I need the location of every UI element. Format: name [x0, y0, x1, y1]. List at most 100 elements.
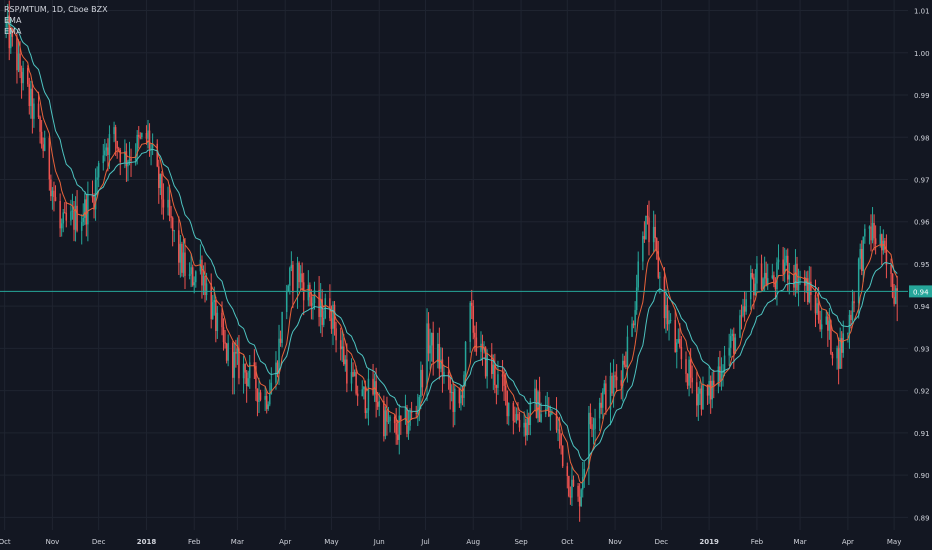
candle-up	[179, 243, 182, 263]
x-tick-label: Dec	[92, 538, 106, 546]
candle-up	[894, 288, 897, 304]
candle-down	[137, 134, 140, 137]
candle-down	[491, 354, 493, 374]
candle-down	[881, 234, 883, 251]
candle-down	[310, 297, 313, 306]
candle-up	[557, 429, 559, 431]
candle-down	[620, 380, 623, 386]
candle-down	[156, 143, 158, 167]
candle-down	[76, 205, 78, 231]
candle-down	[114, 127, 117, 141]
candle-down	[560, 433, 562, 446]
candle-up	[486, 354, 488, 377]
candle-down	[518, 419, 521, 428]
candle-up	[353, 372, 356, 377]
x-tick-label: Oct	[0, 538, 11, 546]
candle-down	[170, 215, 172, 218]
candle-down	[330, 318, 333, 329]
candle-down	[31, 88, 34, 119]
candle-down	[130, 158, 132, 161]
candle-up	[598, 402, 601, 419]
candle-down	[438, 343, 441, 369]
candle-down	[569, 496, 572, 498]
ema-indicator-label[interactable]: EMA	[4, 27, 22, 36]
candle-down	[415, 412, 417, 414]
candle-down	[589, 412, 592, 425]
candle-up	[668, 320, 670, 325]
candle-up	[669, 320, 672, 322]
candle-up	[868, 226, 871, 229]
candle-up	[84, 199, 86, 218]
candle-down	[26, 68, 29, 85]
candle-up	[281, 312, 283, 343]
candle-down	[244, 363, 246, 373]
candle-down	[376, 402, 379, 407]
candle-down	[178, 230, 180, 263]
chart-legend: RSP/MTUM, 1D, Cboe BZX EMA EMA	[4, 4, 108, 37]
candle-down	[831, 353, 834, 359]
candle-down	[787, 255, 789, 280]
candle-up	[17, 53, 20, 71]
candle-down	[396, 434, 399, 440]
candle-up	[134, 155, 137, 161]
candle-up	[233, 352, 236, 378]
candle-down	[561, 445, 564, 467]
candle-up	[729, 336, 732, 348]
candle-down	[162, 199, 165, 208]
candle-up	[104, 150, 106, 156]
candle-down	[475, 337, 478, 352]
candle-down	[495, 385, 498, 388]
candle-down	[107, 147, 109, 155]
ema-indicator-label[interactable]: EMA	[4, 16, 22, 25]
candle-up	[290, 264, 293, 268]
x-tick-label: Nov	[608, 538, 622, 546]
candle-up	[124, 151, 126, 163]
candle-up	[10, 30, 12, 49]
candle-down	[512, 402, 515, 421]
candle-down	[39, 117, 41, 132]
candle-up	[864, 228, 866, 237]
candle-down	[517, 414, 519, 420]
candle-up	[537, 391, 539, 418]
candle-down	[605, 383, 607, 410]
candle-down	[11, 30, 14, 37]
candle-up	[82, 217, 84, 222]
candle-up	[612, 375, 615, 394]
candle-down	[796, 263, 798, 291]
symbol-title[interactable]: RSP/MTUM, 1D, Cboe BZX	[4, 5, 108, 14]
candle-up	[720, 373, 723, 381]
candle-down	[16, 36, 18, 71]
candle-down	[20, 71, 23, 84]
candle-down	[679, 338, 681, 347]
candle-down	[874, 238, 877, 244]
candle-down	[235, 352, 237, 354]
candle-up	[97, 163, 100, 178]
candle-up	[299, 273, 302, 283]
candle-down	[643, 236, 646, 240]
candle-up	[105, 147, 108, 151]
candle-up	[22, 68, 24, 84]
candle-up	[526, 417, 528, 436]
candle-up	[847, 333, 849, 335]
candle-down	[501, 374, 504, 377]
candles	[5, 0, 898, 522]
candle-down	[400, 415, 402, 420]
candle-up	[763, 272, 766, 279]
grid	[0, 0, 908, 530]
candle-up	[676, 342, 678, 352]
candle-down	[885, 249, 888, 266]
candle-down	[472, 305, 475, 333]
candle-up	[287, 285, 290, 292]
candle-down	[37, 103, 40, 118]
candle-down	[145, 132, 148, 139]
candle-up	[113, 127, 115, 135]
candle-up	[227, 342, 229, 361]
candle-down	[393, 416, 396, 424]
candle-up	[507, 402, 510, 417]
candle-down	[421, 369, 424, 388]
candle-down	[452, 392, 454, 412]
last-price-label: 0.94	[913, 288, 929, 296]
candle-down	[458, 388, 461, 404]
candle-up	[766, 278, 769, 286]
